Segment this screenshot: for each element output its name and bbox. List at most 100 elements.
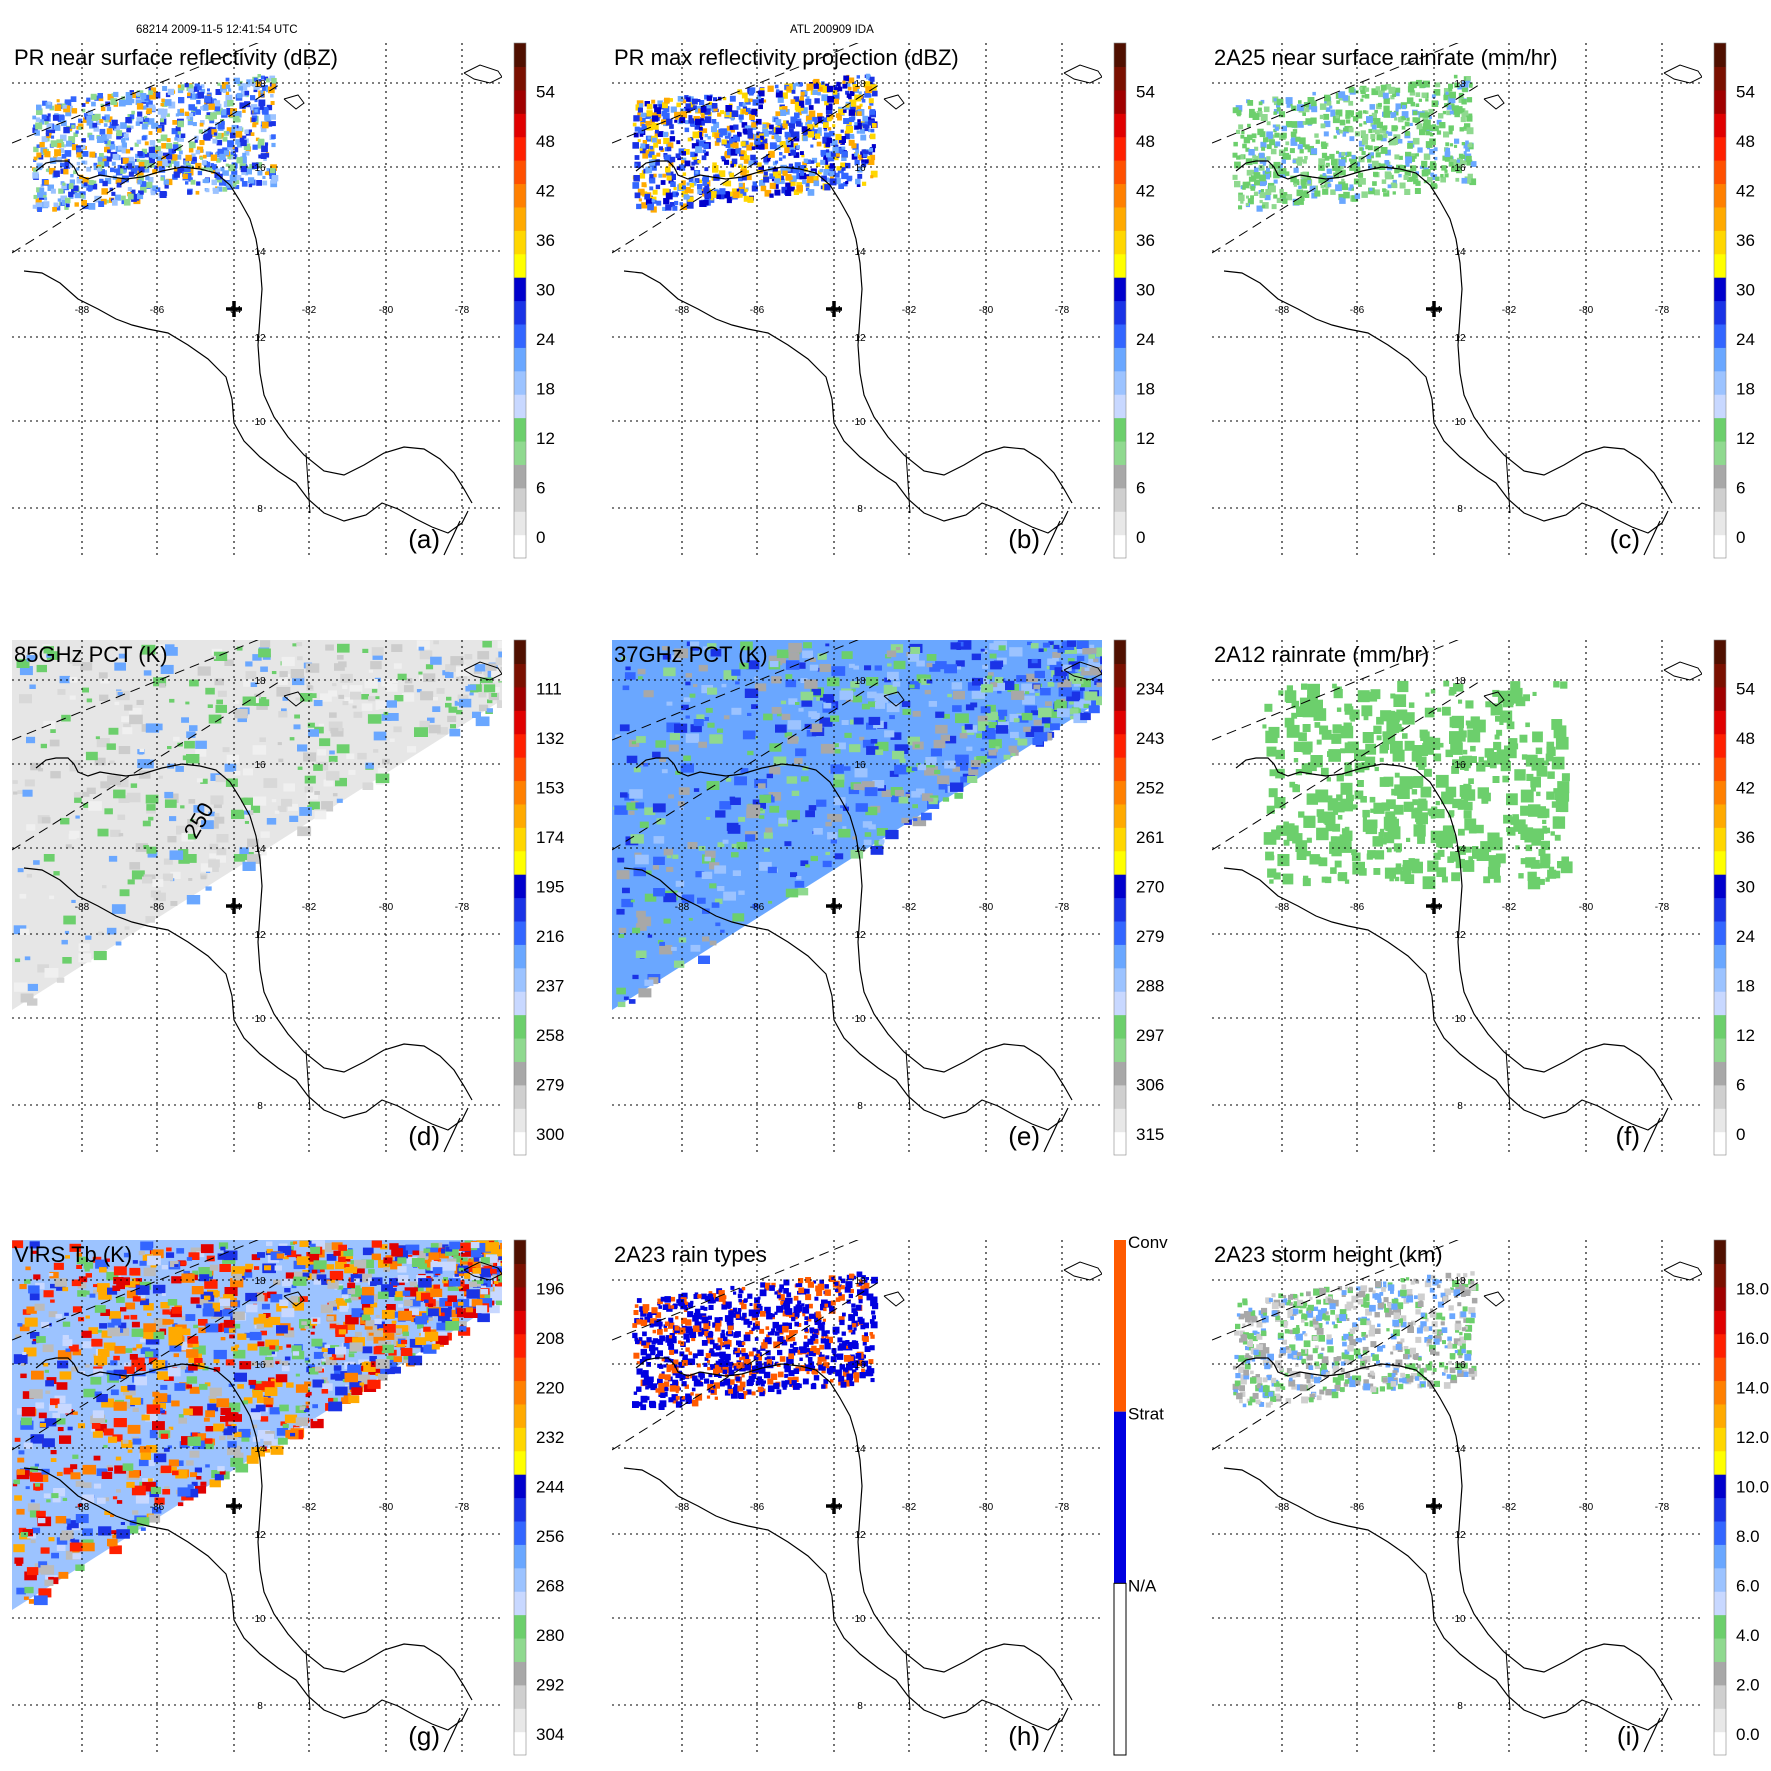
lat-label: 14 [1454, 247, 1466, 258]
panel-a: -88 -86 -84 -82 -80 -78 18 16 14 12 10 8 PR near sur… [12, 42, 555, 559]
lon-label: -88 [75, 902, 90, 913]
lat-label: 14 [854, 844, 866, 855]
panel-title-a: PR near surface reflectivity (dBZ) [14, 45, 338, 70]
colorbar-tick: 54 [1736, 83, 1755, 102]
panel-label-g: (g) [408, 1721, 440, 1751]
colorbar-f: 54 48 42 36 30 24 18 12 6 0 [1713, 639, 1755, 1156]
colorbar-tick: 0 [1736, 1125, 1745, 1144]
colorbar-tick: 54 [1136, 83, 1155, 102]
lat-label: 12 [254, 930, 266, 941]
lat-label: 8 [257, 1101, 263, 1112]
lon-label: -84 [227, 305, 242, 316]
lon-label: -82 [902, 1502, 917, 1513]
lon-label: -84 [827, 1502, 842, 1513]
colorbar-b: 54 48 42 36 30 24 18 12 6 0 [1113, 42, 1155, 559]
storm-center-icon [826, 1498, 842, 1514]
lon-label: -80 [1579, 1502, 1594, 1513]
coastline-b [623, 64, 1102, 534]
colorbar-tick: 48 [536, 132, 555, 151]
lon-label: -88 [1275, 902, 1290, 913]
lat-label: 16 [254, 1360, 266, 1371]
lon-label: -86 [1350, 305, 1365, 316]
coastline-a [23, 64, 502, 534]
lon-label: -78 [1655, 1502, 1670, 1513]
colorbar-tick: 196 [536, 1280, 564, 1299]
lat-label: 8 [257, 504, 263, 515]
data-field-i [1232, 1271, 1479, 1408]
lon-label: -84 [827, 902, 842, 913]
lat-label: 8 [857, 504, 863, 515]
colorbar-tick: 216 [536, 927, 564, 946]
coastline-f [1223, 661, 1702, 1131]
colorbar-tick: 279 [1136, 927, 1164, 946]
lon-label: -86 [1350, 902, 1365, 913]
lat-label: 16 [1454, 163, 1466, 174]
colorbar-tick: 30 [536, 281, 555, 300]
colorbar-tick: 12.0 [1736, 1428, 1769, 1447]
lat-label: 18 [254, 79, 266, 90]
panel-label-d: (d) [408, 1121, 440, 1151]
colorbar-tick: 24 [1136, 330, 1155, 349]
storm-center-icon [1426, 1498, 1442, 1514]
lon-label: -86 [750, 305, 765, 316]
colorbar-tick: 42 [536, 182, 555, 201]
panel-h: -88 -86 -84 -82 -80 -78 18 16 14 12 10 8 2A23 rain t… [612, 1233, 1168, 1756]
lat-label: 8 [257, 1701, 263, 1712]
colorbar-tick: 6.0 [1736, 1577, 1760, 1596]
lon-label: -80 [979, 1502, 994, 1513]
lat-label: 18 [854, 79, 866, 90]
colorbar-tick: 12 [536, 429, 555, 448]
colorbar-tick: 30 [1736, 878, 1755, 897]
lat-label: 18 [854, 1276, 866, 1287]
lat-label: 14 [254, 247, 266, 258]
colorbar-tick: 12 [1736, 429, 1755, 448]
coastline-e [623, 661, 1102, 1131]
lon-label: -80 [1579, 305, 1594, 316]
lat-label: 10 [1454, 1614, 1466, 1625]
lat-label: 10 [1454, 417, 1466, 428]
lon-label: -80 [1579, 902, 1594, 913]
lon-label: -80 [979, 902, 994, 913]
lon-label: -78 [1655, 902, 1670, 913]
lon-label: -88 [1275, 305, 1290, 316]
lon-label: -82 [902, 305, 917, 316]
map-h: -88 -86 -84 -82 -80 -78 18 16 14 12 10 8 [612, 1240, 1102, 1755]
lon-label: -82 [302, 902, 317, 913]
lat-label: 16 [254, 163, 266, 174]
lat-label: 14 [1454, 1444, 1466, 1455]
lon-label: -78 [455, 1502, 470, 1513]
colorbar-tick: 18 [1736, 977, 1755, 996]
colorbar-tick: 0 [1736, 528, 1745, 547]
colorbar-tick: N/A [1128, 1576, 1157, 1595]
lat-label: 10 [854, 1014, 866, 1025]
storm-center-icon [226, 301, 242, 317]
map-b: -88 -86 -84 -82 -80 -78 18 16 14 12 10 8 [612, 43, 1102, 558]
storm-center-icon [226, 898, 242, 914]
colorbar-tick: 300 [536, 1125, 564, 1144]
panel-title-e: 37GHz PCT (K) [614, 642, 768, 667]
data-field-c [1232, 74, 1477, 212]
colorbar-tick: 54 [1736, 680, 1755, 699]
colorbar-tick: 24 [1736, 927, 1755, 946]
panel-f: -88 -86 -84 -82 -80 -78 18 16 14 12 10 8 2A12 rainra… [1212, 639, 1755, 1156]
lon-label: -86 [1350, 1502, 1365, 1513]
colorbar-tick: 279 [536, 1076, 564, 1095]
lon-label: -82 [1502, 1502, 1517, 1513]
coastline-h [623, 1261, 1102, 1731]
colorbar-tick: 30 [1136, 281, 1155, 300]
colorbar-tick: 0 [536, 528, 545, 547]
colorbar-tick: 153 [536, 779, 564, 798]
lat-label: 18 [254, 676, 266, 687]
data-field-d [12, 640, 502, 1010]
data-field-b [632, 73, 878, 213]
panel-label-c: (c) [1610, 524, 1640, 554]
lat-label: 14 [1454, 844, 1466, 855]
colorbar-tick: 36 [536, 231, 555, 250]
graticule-a [12, 43, 502, 558]
lon-label: -84 [1427, 305, 1442, 316]
storm-center-icon [826, 301, 842, 317]
map-i: -88 -86 -84 -82 -80 -78 18 16 14 12 10 8 [1212, 1240, 1702, 1755]
colorbar-tick: 280 [536, 1626, 564, 1645]
lat-label: 10 [254, 1614, 266, 1625]
graticule-i [1212, 1240, 1702, 1755]
